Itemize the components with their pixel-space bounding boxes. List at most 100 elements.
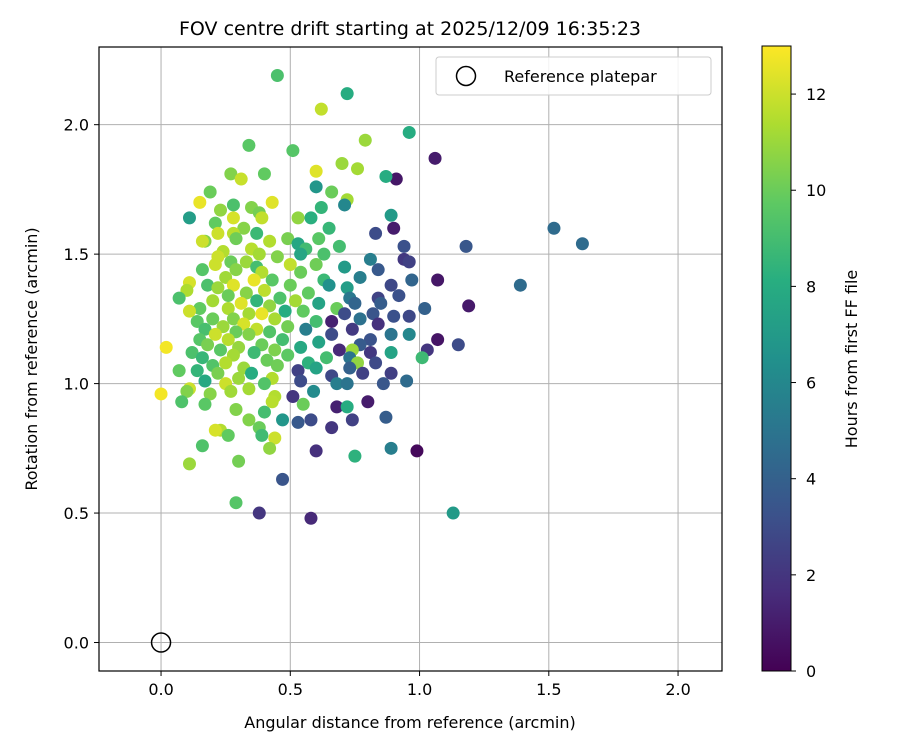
data-point	[268, 431, 282, 445]
y-tick-label: 1.5	[64, 245, 89, 264]
x-tick-label: 1.0	[407, 680, 432, 699]
data-point	[263, 441, 277, 455]
data-point	[239, 255, 253, 269]
data-point	[268, 343, 282, 357]
data-point	[208, 257, 222, 271]
data-point	[276, 413, 290, 427]
x-axis-label: Angular distance from reference (arcmin)	[244, 713, 575, 732]
data-point	[363, 252, 377, 266]
data-point	[387, 221, 401, 235]
data-point	[547, 221, 561, 235]
data-point	[294, 340, 308, 354]
colorbar-frame	[761, 45, 792, 672]
data-point	[348, 296, 362, 310]
data-point	[353, 312, 367, 326]
data-point	[451, 338, 465, 352]
colorbar-tick-label: 6	[806, 374, 816, 393]
data-point	[221, 302, 235, 316]
data-point	[252, 506, 266, 520]
data-point	[371, 317, 385, 331]
colorbar-ticks: 0 2 4 6 8 10 12	[791, 85, 826, 681]
data-point	[392, 289, 406, 303]
data-point	[428, 151, 442, 165]
data-point	[185, 346, 199, 360]
data-point	[247, 273, 261, 287]
data-point	[410, 444, 424, 458]
colorbar-gradient	[762, 46, 791, 671]
x-tick-label: 0.5	[278, 680, 303, 699]
data-point	[363, 346, 377, 360]
colorbar-tick-label: 0	[806, 662, 816, 681]
data-point	[397, 239, 411, 253]
data-point	[322, 278, 336, 292]
data-point	[270, 68, 284, 82]
data-point	[314, 201, 328, 215]
data-point	[182, 304, 196, 318]
data-point	[325, 421, 339, 435]
data-point	[182, 457, 196, 471]
data-point	[384, 441, 398, 455]
data-point	[402, 309, 416, 323]
data-point	[263, 325, 277, 339]
y-tick-label: 2.0	[64, 116, 89, 135]
x-tick-label: 1.5	[536, 680, 561, 699]
data-point	[211, 281, 225, 295]
data-point	[283, 278, 297, 292]
data-point	[255, 211, 269, 225]
data-point	[226, 198, 240, 212]
data-point	[402, 327, 416, 341]
data-point	[384, 208, 398, 222]
data-point	[221, 333, 235, 347]
data-point	[234, 172, 248, 186]
x-tick-label: 0.0	[148, 680, 173, 699]
data-point	[291, 211, 305, 225]
data-point	[294, 265, 308, 279]
data-point	[234, 296, 248, 310]
legend-marker	[455, 65, 477, 87]
data-point	[154, 387, 168, 401]
data-point	[338, 307, 352, 321]
data-point	[198, 322, 212, 336]
data-point	[291, 415, 305, 429]
data-point	[211, 226, 225, 240]
data-point	[400, 374, 414, 388]
data-point	[224, 167, 238, 181]
data-point	[265, 195, 279, 209]
data-point	[265, 273, 279, 287]
colorbar-label: Hours from first FF file	[842, 270, 861, 449]
data-point	[172, 291, 186, 305]
data-point	[369, 356, 383, 370]
data-point	[363, 333, 377, 347]
data-point	[345, 322, 359, 336]
data-point	[175, 395, 189, 409]
data-point	[319, 351, 333, 365]
data-point	[273, 291, 287, 305]
data-point	[190, 364, 204, 378]
data-point	[242, 327, 256, 341]
data-point	[309, 361, 323, 375]
data-point	[340, 87, 354, 101]
data-point	[325, 314, 339, 328]
colorbar: 0 2 4 6 8 10 12 Hours from first FF file	[761, 45, 861, 681]
data-point	[325, 327, 339, 341]
data-point	[379, 169, 393, 183]
data-point	[260, 353, 274, 367]
data-point	[431, 333, 445, 347]
data-point	[201, 338, 215, 352]
data-point	[193, 302, 207, 316]
data-point	[172, 364, 186, 378]
data-point	[384, 327, 398, 341]
data-point	[384, 278, 398, 292]
data-point	[343, 361, 357, 375]
scatter-points	[154, 68, 589, 525]
data-point	[159, 340, 173, 354]
legend: Reference platepar	[435, 56, 712, 96]
data-point	[242, 138, 256, 152]
data-point	[270, 250, 284, 264]
data-point	[312, 232, 326, 246]
data-point	[353, 270, 367, 284]
data-point	[268, 312, 282, 326]
data-point	[387, 309, 401, 323]
data-point	[304, 511, 318, 525]
